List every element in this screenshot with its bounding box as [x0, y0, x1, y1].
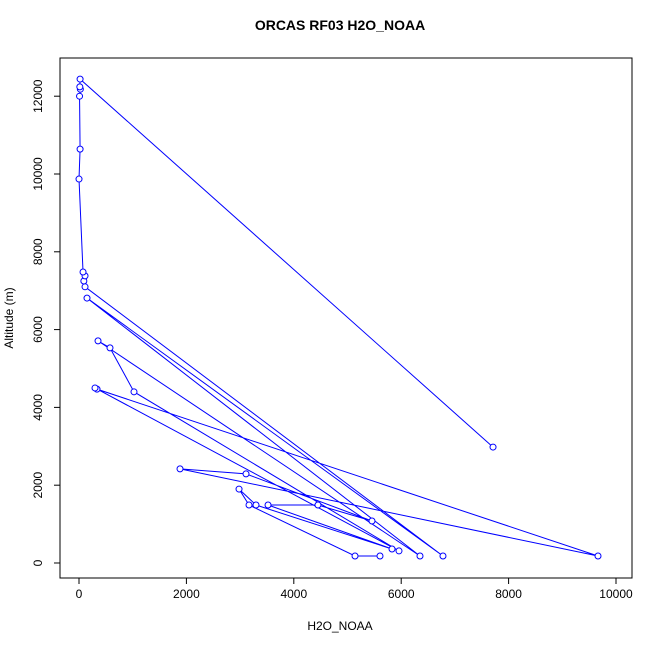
x-tick-label: 8000	[495, 587, 522, 601]
data-point	[76, 92, 84, 100]
data-point	[91, 384, 99, 392]
plot-frame	[59, 57, 633, 579]
data-point	[76, 145, 84, 153]
data-point	[130, 388, 138, 396]
data-point	[79, 268, 87, 276]
x-tick-label: 0	[76, 587, 83, 601]
data-point	[416, 552, 424, 560]
data-point	[439, 552, 447, 560]
data-point	[264, 501, 272, 509]
data-point	[81, 283, 89, 291]
y-tick-label: 0	[31, 559, 45, 566]
data-point	[388, 545, 396, 553]
data-point	[252, 501, 260, 509]
data-point	[106, 344, 114, 352]
data-point	[235, 485, 243, 493]
data-point	[376, 552, 384, 560]
data-point	[242, 470, 250, 478]
chart-title: ORCAS RF03 H2O_NOAA	[255, 17, 425, 33]
data-point	[395, 547, 403, 555]
y-tick-label: 2000	[31, 472, 45, 499]
data-point	[245, 501, 253, 509]
data-point	[368, 517, 376, 525]
data-point	[351, 552, 359, 560]
data-point	[176, 465, 184, 473]
data-point	[76, 83, 84, 91]
x-axis-label: H2O_NOAA	[307, 619, 372, 633]
y-axis-label: Altitude (m)	[2, 287, 16, 348]
data-point	[314, 501, 322, 509]
data-point	[94, 337, 102, 345]
data-point	[76, 75, 84, 83]
x-tick-label: 10000	[599, 587, 633, 601]
y-tick-label: 8000	[31, 238, 45, 265]
data-point	[75, 175, 83, 183]
y-tick-label: 4000	[31, 394, 45, 421]
x-tick-label: 4000	[280, 587, 307, 601]
y-tick-label: 10000	[31, 157, 45, 191]
data-point	[594, 552, 602, 560]
data-line	[78, 78, 599, 557]
x-tick-label: 2000	[173, 587, 200, 601]
y-tick-label: 12000	[31, 79, 45, 113]
data-point	[83, 294, 91, 302]
x-tick-label: 6000	[388, 587, 415, 601]
data-point	[489, 443, 497, 451]
y-tick-label: 6000	[31, 316, 45, 343]
